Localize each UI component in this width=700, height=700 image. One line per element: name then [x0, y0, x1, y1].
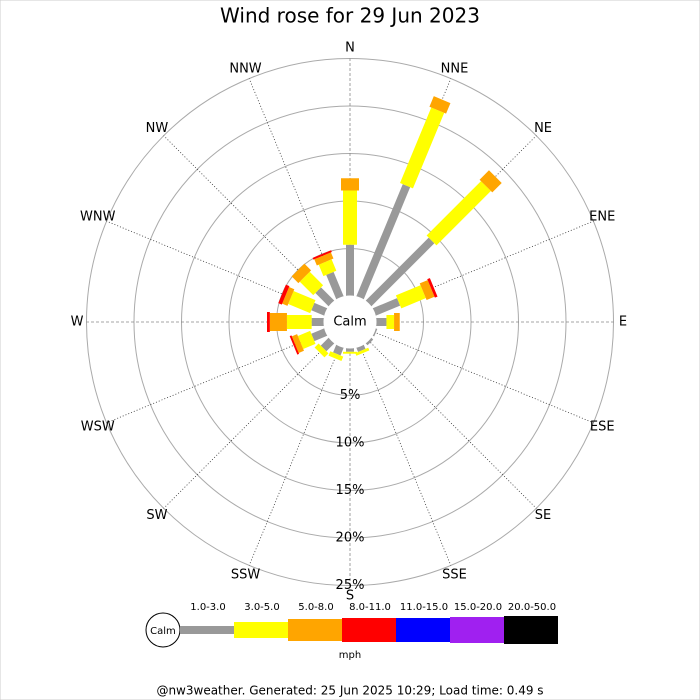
bar-segment	[297, 330, 316, 349]
direction-label: NNE	[441, 61, 469, 76]
legend-swatch	[342, 618, 396, 642]
bar-segment	[291, 263, 312, 284]
bar-segment	[365, 237, 435, 307]
legend-swatch	[288, 619, 342, 641]
bar-segment	[426, 181, 491, 246]
direction-label: NE	[534, 121, 552, 136]
bar-segment	[318, 259, 337, 277]
legend-label: 8.0-11.0	[349, 602, 391, 613]
bar-segment	[400, 107, 445, 189]
direction-label: SSW	[231, 568, 261, 583]
spoke	[368, 340, 537, 509]
bar-segment	[278, 284, 290, 305]
spoke	[248, 345, 341, 566]
legend-swatch	[234, 622, 288, 638]
unit-label: mph	[339, 650, 361, 661]
bar-segment	[315, 287, 335, 307]
direction-label: ENE	[589, 210, 615, 225]
direction-label: WNW	[80, 210, 116, 225]
bar-segment	[356, 184, 411, 300]
bar-segment	[320, 337, 335, 352]
r-tick-label: 20%	[336, 531, 365, 546]
bar-segment	[291, 334, 304, 353]
legend-label: 3.0-5.0	[244, 602, 279, 613]
bar-segment	[479, 170, 502, 193]
direction-label: W	[71, 315, 84, 330]
legend-label: 5.0-8.0	[298, 602, 333, 613]
bar-segment	[311, 328, 328, 342]
legend-label: 15.0-20.0	[454, 602, 502, 613]
bar-segment	[395, 285, 426, 309]
r-tick-label: 5%	[340, 388, 361, 403]
direction-label: SE	[535, 508, 551, 523]
r-tick-label: 25%	[336, 578, 365, 593]
bar-segment	[427, 278, 438, 298]
direction-label: ESE	[590, 419, 615, 434]
spoke	[373, 331, 594, 424]
bar-segment	[328, 351, 344, 361]
direction-label: S	[346, 589, 354, 604]
bar-segment	[355, 347, 370, 356]
direction-label: WSW	[81, 419, 115, 434]
legend-swatch	[396, 618, 450, 642]
direction-label: E	[619, 315, 627, 330]
bar-segment	[311, 302, 328, 316]
bar-segment	[314, 343, 329, 358]
legend-label: 11.0-15.0	[400, 602, 448, 613]
spoke	[163, 340, 332, 509]
legend-swatch	[450, 617, 504, 643]
legend-calm-label: Calm	[150, 626, 176, 637]
direction-label: NW	[146, 121, 169, 136]
bar-segment	[419, 280, 435, 301]
legend-label: 20.0-50.0	[508, 602, 556, 613]
bar-segment	[356, 344, 366, 352]
calm-circle	[323, 295, 377, 349]
direction-label: N	[345, 41, 355, 56]
legend-label: 1.0-3.0	[190, 602, 225, 613]
direction-label: NNW	[229, 61, 261, 76]
calm-label: Calm	[333, 315, 366, 330]
spoke	[106, 331, 327, 424]
bar-segment	[289, 335, 300, 355]
bar-segment	[288, 291, 316, 314]
bar-segment	[429, 96, 451, 114]
footer: @nw3weather. Generated: 25 Jun 2025 10:2…	[156, 684, 543, 698]
chart-title: Wind rose for 29 Jun 2023	[220, 4, 480, 28]
bar-segment	[282, 287, 295, 306]
legend-swatch	[180, 626, 234, 634]
bar-segment	[372, 298, 401, 316]
spoke	[359, 345, 452, 566]
direction-label: SW	[146, 508, 167, 523]
r-tick-label: 15%	[336, 483, 365, 498]
bar-segment	[312, 250, 332, 260]
bar-segment	[333, 344, 344, 356]
direction-label: SSE	[442, 568, 467, 583]
bar-segment	[299, 271, 324, 296]
legend-swatch	[504, 616, 558, 644]
bar-segment	[314, 252, 334, 266]
bar-segment	[326, 271, 344, 300]
r-tick-label: 10%	[336, 436, 365, 451]
